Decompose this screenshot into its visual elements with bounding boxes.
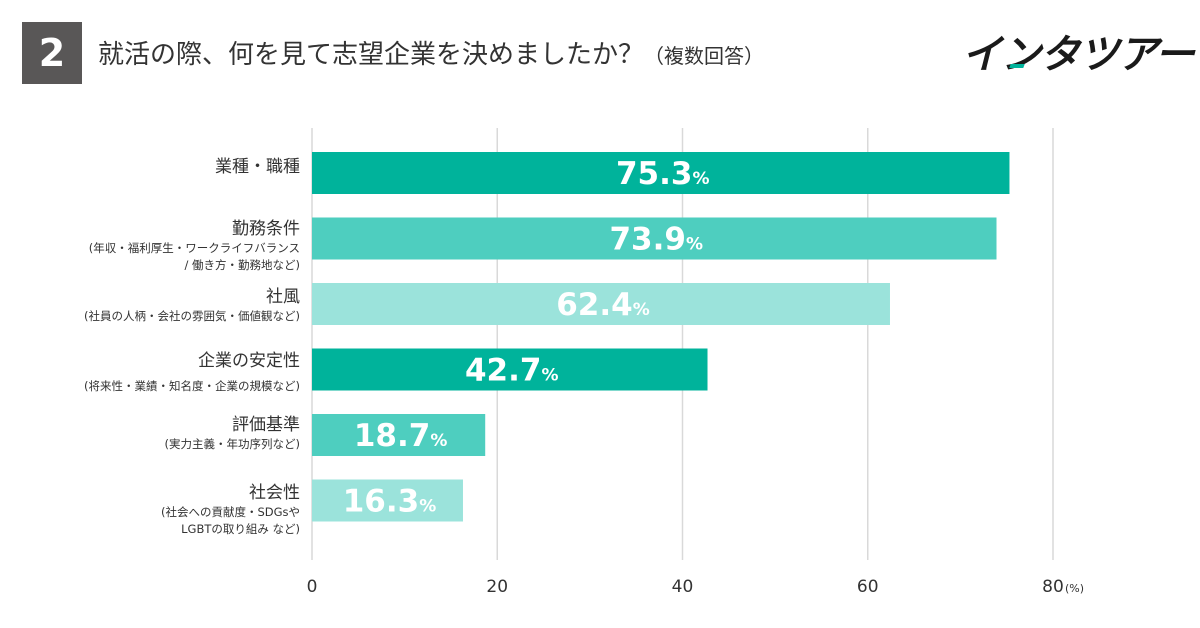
category-label-main: 業種・職種 [215, 157, 300, 177]
category-label-note: (将来性・業績・知名度・企業の規模など) [84, 379, 300, 393]
category-label: 業種・職種 [215, 156, 300, 178]
bar-value-label: 73.9% [609, 222, 703, 258]
bar-value-number: 75.3 [616, 156, 693, 192]
bar-value-number: 18.7 [354, 418, 431, 454]
bar [312, 217, 997, 260]
x-tick-label: 40 [672, 577, 694, 597]
category-label-main: 社会性 [249, 483, 300, 503]
category-label-note: (実力主義・年功序列など) [164, 437, 300, 451]
bar-value-label: 16.3% [343, 484, 437, 520]
bar-value-label: 42.7% [465, 353, 559, 389]
bar [312, 152, 1010, 194]
bar-value-number: 42.7 [465, 353, 542, 389]
bar-value-unit: % [633, 300, 650, 320]
bar-value-unit: % [692, 169, 709, 189]
category-label-main: 社風 [266, 287, 300, 307]
bar [312, 414, 486, 456]
x-tick-label: 20 [486, 577, 508, 597]
category-label-main: 勤務条件 [232, 219, 300, 239]
category-label-note: (社会への貢献度・SDGsや [160, 505, 300, 519]
x-tick-label: 80 [1042, 577, 1064, 597]
bar-value-unit: % [686, 235, 703, 255]
category-label-main: 企業の安定性 [198, 351, 300, 371]
bar [312, 479, 463, 522]
category-label-note: LGBTの取り組み など) [181, 522, 300, 536]
bar-value-number: 62.4 [556, 287, 633, 323]
title-main: 就活の際、何を見て志望企業を決めましたか？ [98, 40, 645, 70]
bar-value-unit: % [430, 431, 447, 451]
bar-value-number: 73.9 [609, 222, 686, 258]
brand-logo: インタツアー [962, 32, 1195, 78]
bar-value-number: 16.3 [343, 484, 420, 520]
category-label-note: (社員の人柄・会社の雰囲気・価値観など) [84, 309, 300, 323]
category-label-note: / 働き方・勤務地など) [184, 258, 300, 272]
category-label: 勤務条件 (年収・福利厚生・ワークライフバランス / 働き方・勤務地など) [89, 218, 300, 274]
chart-title: 就活の際、何を見て志望企業を決めましたか？（複数回答） [98, 34, 764, 71]
x-unit-label: (%) [1065, 582, 1084, 595]
question-number-badge: 2 [22, 22, 82, 84]
bar-value-unit: % [419, 497, 436, 517]
bar-value-label: 18.7% [354, 418, 448, 454]
category-label-note: (年収・福利厚生・ワークライフバランス [88, 241, 300, 255]
x-tick-label: 0 [307, 577, 318, 597]
bar-value-label: 75.3% [616, 156, 710, 192]
category-label: 企業の安定性 (将来性・業績・知名度・企業の規模など) [84, 350, 300, 395]
bar-value-unit: % [541, 366, 558, 386]
category-label: 評価基準 (実力主義・年功序列など) [165, 414, 300, 453]
category-label: 社会性 (社会への貢献度・SDGsや LGBTの取り組み など) [161, 482, 300, 538]
bar [312, 348, 708, 391]
bar [312, 283, 890, 325]
title-note: （複数回答） [644, 44, 765, 68]
x-tick-label: 60 [857, 577, 879, 597]
bar-value-label: 62.4% [556, 287, 650, 323]
category-label-main: 評価基準 [232, 415, 300, 435]
category-label: 社風 (社員の人柄・会社の雰囲気・価値観など) [84, 286, 300, 325]
